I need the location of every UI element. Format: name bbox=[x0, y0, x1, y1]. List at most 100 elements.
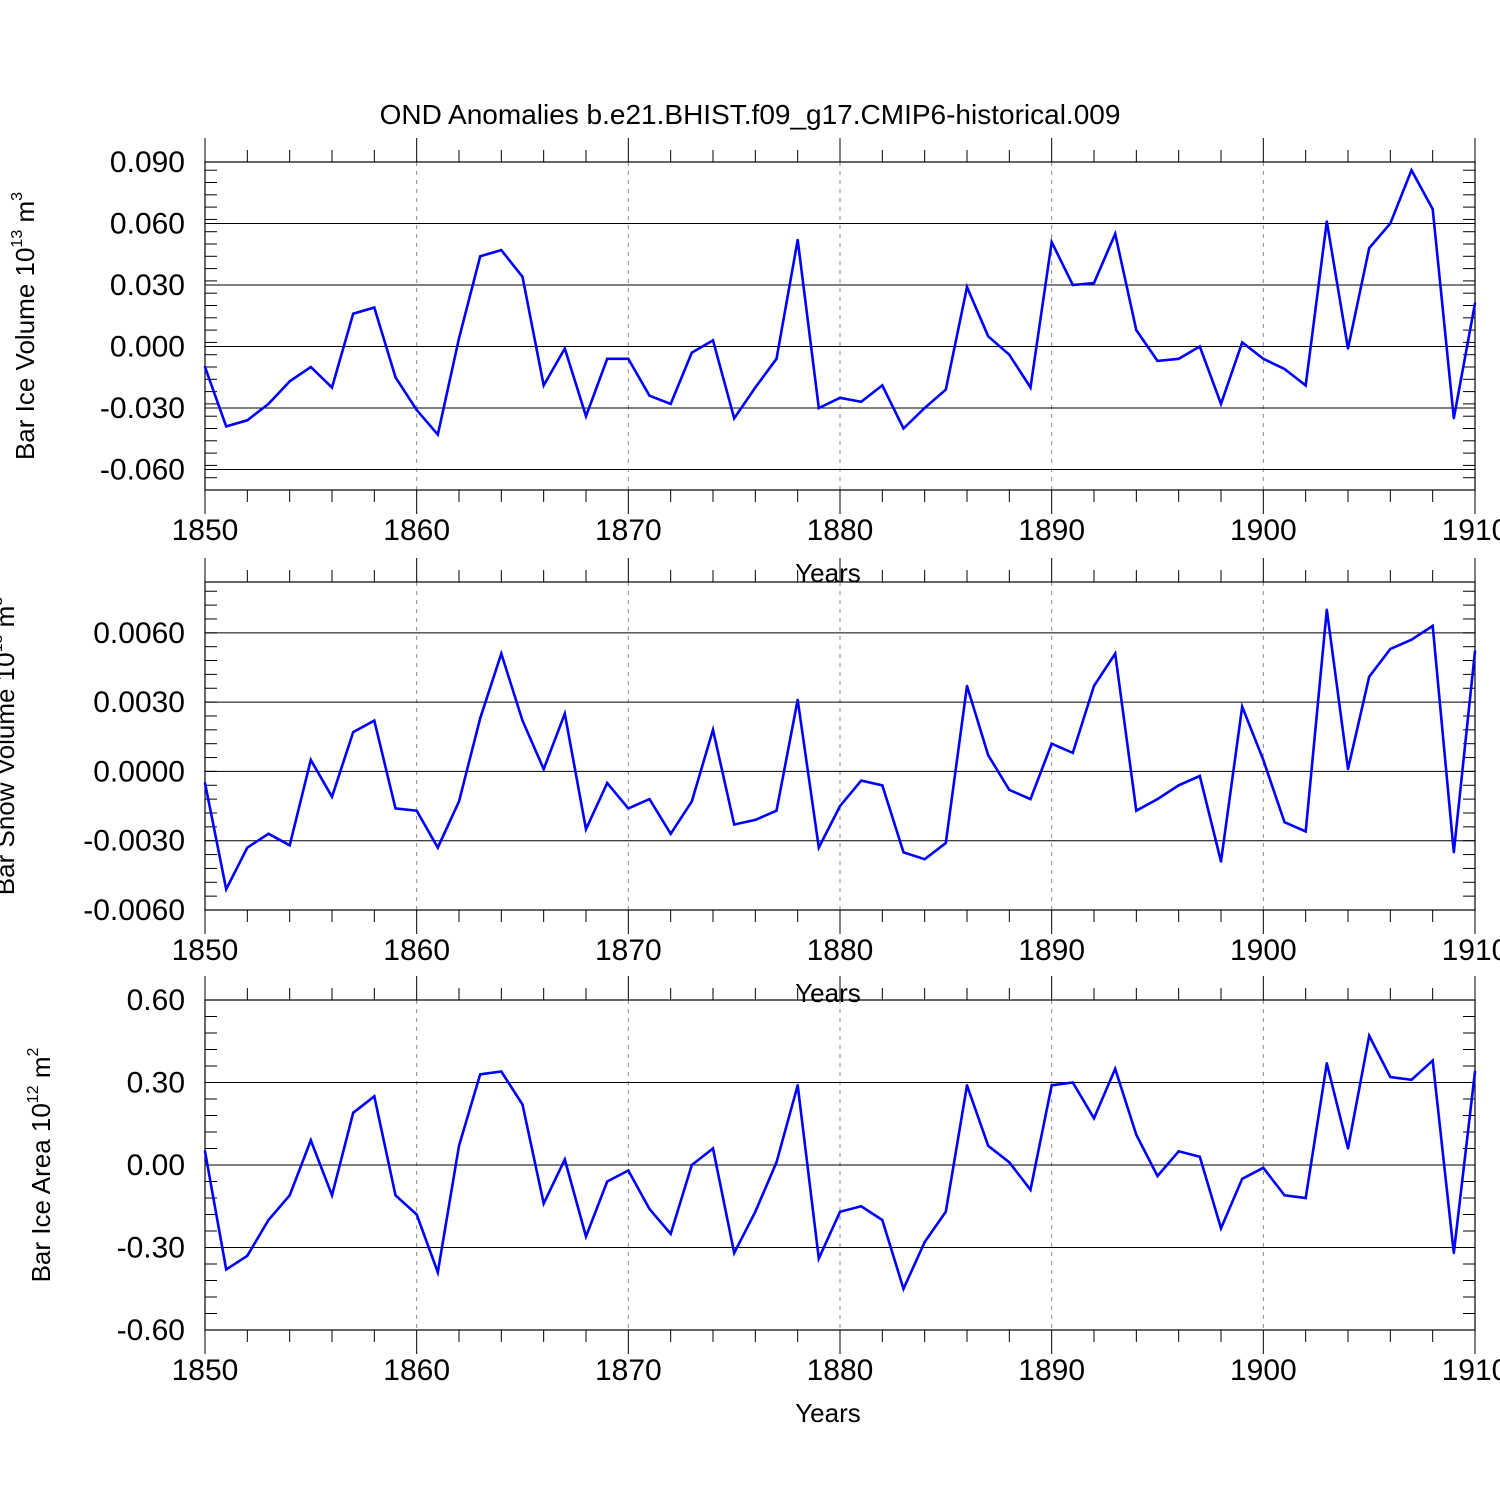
data-point bbox=[203, 1150, 207, 1153]
data-point bbox=[648, 1207, 651, 1211]
y-tick-label: 0.060 bbox=[110, 208, 185, 241]
data-point bbox=[351, 730, 355, 734]
x-tick-label: 1890 bbox=[1018, 1354, 1085, 1387]
y-axis-title: Bar Snow Volume 1013 m3 bbox=[0, 597, 20, 896]
data-point bbox=[394, 807, 397, 810]
y-tick-label: -0.30 bbox=[117, 1232, 185, 1265]
data-point bbox=[1050, 742, 1053, 745]
x-tick-label: 1900 bbox=[1230, 514, 1297, 547]
data-point bbox=[1113, 1067, 1117, 1070]
data-point bbox=[457, 800, 461, 803]
data-point bbox=[1389, 647, 1392, 651]
data-point bbox=[902, 427, 905, 430]
data-point bbox=[203, 781, 207, 785]
x-axis-title: Years bbox=[795, 558, 861, 588]
x-axis-title: Years bbox=[795, 1398, 861, 1428]
y-axis-title-text: Bar Ice Volume 10 bbox=[10, 248, 40, 460]
y-tick-label: 0.30 bbox=[127, 1067, 185, 1100]
data-point bbox=[817, 406, 821, 410]
series-line bbox=[203, 609, 1477, 894]
data-point bbox=[330, 795, 334, 799]
data-point bbox=[1135, 1133, 1138, 1136]
data-point bbox=[1346, 347, 1350, 350]
data-point bbox=[1304, 384, 1307, 387]
data-point bbox=[1473, 650, 1477, 653]
data-point bbox=[1219, 1227, 1223, 1230]
data-point bbox=[1240, 705, 1244, 708]
data-point bbox=[224, 888, 228, 891]
data-point bbox=[288, 844, 291, 847]
data-point bbox=[373, 1095, 376, 1098]
data-point bbox=[838, 1210, 842, 1213]
data-point bbox=[1346, 1147, 1350, 1150]
y-tick-label: 0.030 bbox=[110, 269, 185, 302]
data-point bbox=[373, 306, 376, 309]
x-tick-label: 1850 bbox=[172, 514, 239, 547]
data-point bbox=[711, 728, 715, 732]
data-point bbox=[669, 832, 672, 835]
data-point bbox=[500, 1070, 503, 1073]
x-tick-label: 1850 bbox=[172, 1354, 239, 1387]
x-tick-label: 1890 bbox=[1018, 934, 1085, 967]
x-tick-label: 1870 bbox=[595, 934, 662, 967]
data-point bbox=[246, 419, 249, 422]
y-tick-label: 0.60 bbox=[127, 984, 185, 1017]
data-point bbox=[415, 1213, 418, 1216]
data-point bbox=[351, 312, 355, 315]
data-point bbox=[1177, 784, 1180, 787]
data-point bbox=[1177, 1150, 1180, 1153]
data-point bbox=[944, 388, 948, 391]
y-tick-label: 0.000 bbox=[110, 331, 185, 364]
y-axis-title-unit: m bbox=[0, 606, 20, 635]
data-point bbox=[944, 841, 948, 845]
data-point bbox=[1219, 860, 1223, 863]
y-tick-label: 0.00 bbox=[127, 1149, 185, 1182]
y-axis-title: Bar Ice Volume 1013 m3 bbox=[9, 192, 40, 460]
data-point bbox=[923, 857, 926, 861]
data-point bbox=[1050, 240, 1053, 244]
data-point bbox=[457, 337, 461, 340]
y-axis-title-exponent: 13 bbox=[0, 634, 6, 652]
data-point bbox=[881, 384, 884, 387]
data-point bbox=[288, 380, 291, 383]
y-axis-title-unit-exponent: 3 bbox=[9, 192, 26, 201]
data-point bbox=[627, 1169, 630, 1172]
data-point bbox=[1050, 1084, 1053, 1087]
data-point bbox=[944, 1210, 948, 1213]
data-point bbox=[457, 1144, 461, 1147]
data-point bbox=[478, 1073, 482, 1076]
data-point bbox=[902, 1287, 905, 1290]
data-point bbox=[1473, 1070, 1477, 1073]
data-point bbox=[1156, 359, 1159, 363]
data-point bbox=[775, 1161, 778, 1164]
data-point bbox=[224, 1268, 228, 1271]
data-point bbox=[500, 652, 503, 655]
data-point bbox=[1283, 367, 1286, 371]
data-point bbox=[563, 347, 567, 350]
data-point bbox=[627, 807, 630, 810]
y-tick-label: -0.60 bbox=[117, 1314, 185, 1347]
data-point bbox=[1008, 788, 1011, 792]
data-point bbox=[1219, 402, 1223, 406]
data-point bbox=[1029, 1188, 1032, 1191]
data-point bbox=[859, 779, 863, 782]
data-point bbox=[1452, 1251, 1456, 1255]
y-axis-title-text: Bar Snow Volume 10 bbox=[0, 652, 20, 895]
data-point bbox=[711, 339, 715, 342]
data-point bbox=[1367, 1034, 1371, 1037]
data-point bbox=[1304, 1196, 1307, 1200]
y-tick-label: 0.090 bbox=[110, 146, 185, 179]
data-point bbox=[1452, 851, 1456, 854]
data-point bbox=[1431, 1059, 1434, 1062]
data-point bbox=[330, 386, 334, 389]
data-point bbox=[1283, 821, 1286, 824]
data-point bbox=[690, 351, 694, 354]
y-tick-label: -0.030 bbox=[100, 392, 185, 425]
x-tick-label: 1860 bbox=[383, 1354, 450, 1387]
data-point bbox=[859, 400, 863, 404]
data-point bbox=[1198, 345, 1202, 348]
